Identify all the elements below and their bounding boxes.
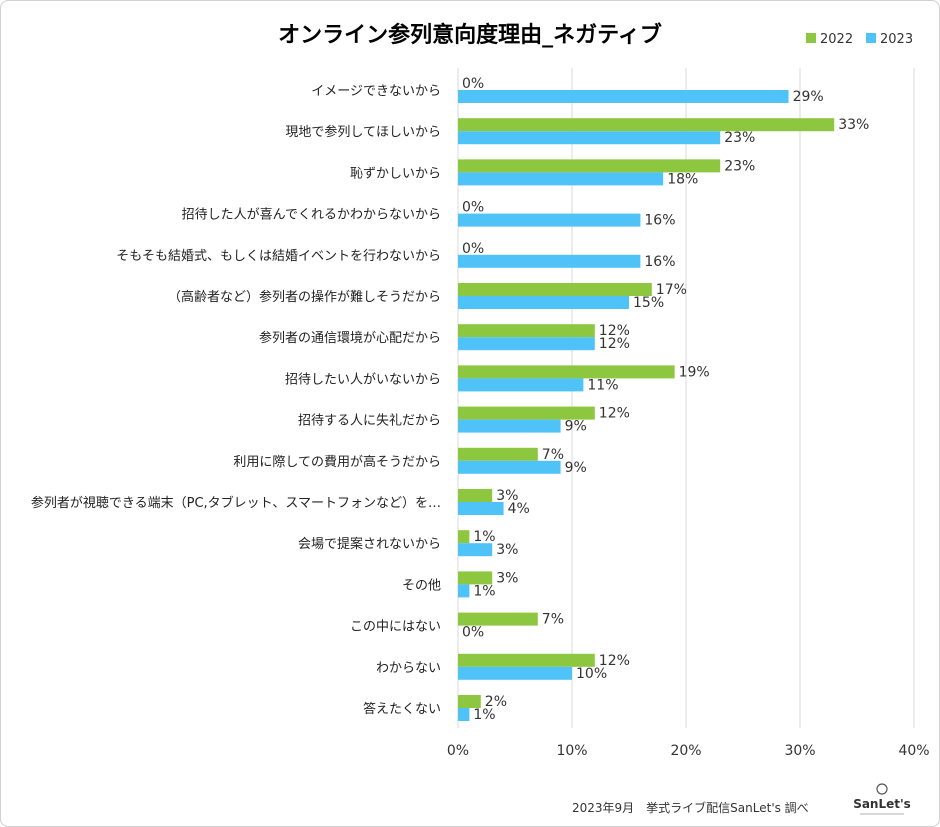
bar-2023: [458, 254, 641, 268]
category-label: 恥ずかしいから: [350, 166, 441, 181]
data-label-2023: 29%: [793, 89, 824, 105]
legend-label-2022: 2022: [820, 32, 853, 47]
bar-2023: [458, 502, 504, 515]
category-label: この中にはない: [350, 620, 441, 635]
data-label-2022: 33%: [838, 117, 869, 133]
data-label-2023: 1%: [473, 583, 495, 599]
category-label: 招待した人が喜んでくれるかわからないから: [182, 208, 441, 223]
bar-2022: [458, 612, 538, 626]
legend-swatch-2023: [866, 33, 876, 43]
x-tick-label: 30%: [784, 743, 815, 759]
bar-2022: [458, 653, 595, 667]
data-label-2023: 1%: [473, 707, 495, 723]
data-label-2022: 7%: [542, 447, 564, 463]
bar-2022: [458, 530, 470, 544]
bar-2022: [458, 489, 493, 502]
bar-2023: [458, 296, 629, 309]
data-label-2023: 15%: [633, 295, 664, 311]
bar-2023: [458, 460, 561, 474]
data-label-2023: 0%: [462, 625, 484, 641]
bar-2023: [458, 666, 572, 680]
bar-2022: [458, 406, 595, 420]
data-label-2022: 1%: [473, 529, 495, 545]
x-tick-label: 0%: [447, 743, 469, 759]
data-label-2023: 9%: [565, 460, 587, 476]
sanlets-logo: SanLet's: [853, 783, 911, 815]
data-label-2023: 4%: [508, 501, 530, 517]
category-label: 会場で提案されないから: [298, 536, 441, 552]
category-label: （高齢者など）参列者の操作が難しそうだから: [168, 289, 441, 305]
data-label-2023: 9%: [565, 419, 587, 435]
data-label-2022: 3%: [496, 570, 518, 586]
x-tick-label: 40%: [898, 743, 929, 759]
bar-2023: [458, 90, 789, 103]
category-label: 現地で参列してほしいから: [285, 124, 441, 140]
category-label: 答えたくない: [363, 701, 441, 717]
data-label-2022: 0%: [462, 200, 484, 216]
bar-2023: [458, 337, 595, 351]
data-label-2023: 23%: [724, 130, 755, 146]
x-tick-label: 20%: [670, 743, 701, 759]
data-label-2022: 17%: [656, 282, 687, 298]
category-label: 参列者の通信環境が心配だから: [259, 330, 441, 346]
bar-2022: [458, 324, 595, 338]
data-label-2022: 7%: [542, 612, 564, 628]
data-label-2022: 2%: [485, 694, 507, 710]
data-label-2022: 23%: [724, 158, 755, 174]
data-label-2023: 18%: [667, 171, 698, 187]
data-label-2023: 10%: [576, 666, 607, 682]
data-label-2023: 16%: [644, 254, 675, 270]
category-label: 招待したい人がいないから: [285, 372, 441, 387]
bar-2023: [458, 419, 561, 433]
category-label: わからない: [376, 661, 441, 676]
data-label-2022: 12%: [599, 653, 630, 669]
data-label-2023: 11%: [587, 377, 618, 393]
x-tick-label: 10%: [556, 743, 587, 759]
category-label: 利用に際しての費用が高そうだから: [233, 454, 441, 470]
legend-swatch-2022: [806, 33, 816, 43]
data-label-2023: 3%: [496, 542, 518, 558]
bar-2023: [458, 131, 721, 145]
category-label: イメージできないから: [311, 84, 441, 99]
source-note: 2023年9月 挙式ライブ配信SanLet's 調べ: [572, 800, 809, 815]
bar-2022: [458, 118, 835, 132]
data-label-2022: 0%: [462, 241, 484, 257]
data-label-2022: 12%: [599, 323, 630, 339]
bar-2023: [458, 213, 641, 227]
data-label-2022: 0%: [462, 76, 484, 92]
bar-2022: [458, 695, 481, 708]
bar-2023: [458, 172, 664, 186]
legend-label-2023: 2023: [880, 32, 913, 47]
data-label-2023: 12%: [599, 336, 630, 352]
bar-2022: [458, 571, 493, 585]
data-label-2023: 16%: [644, 213, 675, 229]
legend: 2022 2023: [806, 32, 913, 47]
data-label-2022: 19%: [679, 364, 710, 380]
data-label-2022: 12%: [599, 406, 630, 422]
bar-2023: [458, 584, 470, 598]
bar-2023: [458, 378, 584, 392]
bar-2023: [458, 543, 493, 557]
bar-2022: [458, 365, 675, 379]
bar-2023: [458, 708, 470, 721]
bar-2022: [458, 447, 538, 461]
category-label: そもそも結婚式、もしくは結婚イベントを行わないから: [116, 249, 441, 264]
chart-title: オンライン参列意向度理由_ネガティブ: [278, 22, 662, 48]
category-label: 招待する人に失礼だから: [298, 413, 441, 429]
category-label: 参列者が視聴できる端末（PC,タブレット、スマートフォンなど）を…: [31, 495, 441, 511]
logo-text: SanLet's: [853, 797, 911, 811]
data-label-2022: 3%: [496, 488, 518, 504]
bar-2022: [458, 159, 721, 173]
bar-2022: [458, 283, 652, 296]
category-label: その他: [402, 578, 441, 593]
